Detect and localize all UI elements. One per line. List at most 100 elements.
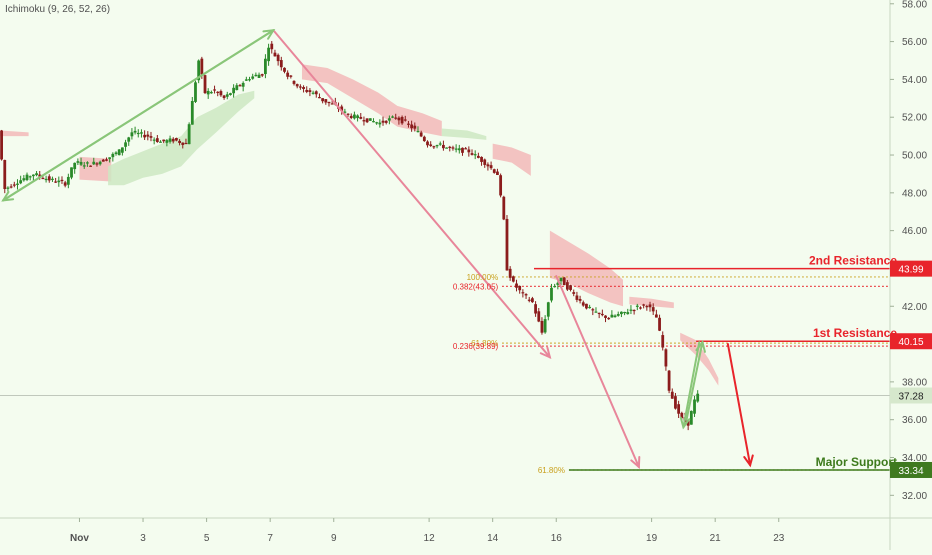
candle-body — [686, 419, 690, 426]
candle-body — [44, 178, 48, 181]
candle-body — [219, 91, 223, 96]
candle-body — [114, 152, 118, 154]
candle-body — [6, 187, 10, 189]
candle-body — [693, 399, 696, 414]
candle-body — [381, 120, 385, 123]
projection-arrows — [1, 29, 754, 470]
level-name: 1st Resistance — [813, 326, 897, 340]
candle-body — [461, 147, 464, 153]
candle-body — [680, 412, 684, 419]
candle-body — [286, 72, 290, 77]
candle-body — [604, 315, 607, 318]
candle-body — [524, 294, 528, 296]
cloud-red — [629, 296, 674, 309]
projection-arrow-line — [682, 341, 701, 429]
candle-body — [384, 120, 388, 123]
candle-body — [486, 164, 490, 167]
candle-body — [197, 60, 201, 81]
candle-body — [73, 162, 77, 170]
candle-body — [270, 43, 274, 50]
candle-body — [143, 134, 147, 138]
candle-body — [422, 136, 426, 142]
projection-arrow-head — [679, 416, 691, 430]
cloud-green — [108, 90, 255, 186]
candle-body — [321, 98, 325, 102]
candle-body — [311, 92, 315, 94]
candle-body — [133, 130, 137, 133]
fib-level-label: 61.80% — [471, 339, 498, 348]
candle-body — [0, 130, 3, 160]
candle-body — [327, 101, 331, 104]
projection-arrow-line — [726, 343, 752, 467]
candle-body — [264, 58, 267, 75]
candle-body — [330, 103, 334, 105]
candle-body — [276, 54, 280, 62]
candle-body — [435, 145, 439, 147]
candle-body — [616, 314, 620, 316]
candle-body — [162, 139, 166, 142]
y-tick-label: 42.00 — [902, 302, 927, 313]
candle-body — [407, 123, 410, 125]
candle-body — [432, 146, 436, 148]
candle-body — [41, 177, 45, 180]
time-axis[interactable]: Nov 3 5 7 9 12 14 16 19 21 23 — [70, 518, 785, 544]
candle-body — [117, 149, 121, 156]
candle-body — [130, 132, 134, 137]
candle-body — [194, 82, 197, 102]
y-tick-label: 48.00 — [902, 188, 927, 199]
candle-body — [454, 148, 458, 150]
x-tick-label: 14 — [487, 533, 499, 544]
candle-body — [279, 60, 283, 68]
candle-body — [209, 92, 213, 94]
candle-body — [35, 173, 38, 176]
candle-body — [540, 320, 544, 333]
candle-body — [661, 335, 665, 348]
candle-body — [111, 153, 115, 158]
price-tag-bg — [890, 333, 932, 350]
candle-body — [108, 157, 112, 159]
candle-body — [298, 86, 302, 88]
candle-body — [19, 180, 23, 184]
candle-body — [292, 80, 296, 84]
y-tick-label: 50.00 — [902, 151, 927, 162]
candle-body — [66, 176, 70, 185]
candle-body — [527, 299, 531, 301]
candle-body — [305, 89, 309, 92]
candle-body — [403, 119, 407, 121]
candle-body — [346, 113, 350, 115]
candle-body — [426, 141, 429, 146]
candle-body — [70, 167, 73, 178]
candle-body — [632, 309, 636, 312]
x-tick-label: 19 — [646, 533, 658, 544]
candle-body — [496, 171, 499, 176]
candle-body — [232, 87, 236, 94]
projection-arrow-head — [695, 339, 706, 353]
price-series — [0, 41, 700, 431]
candle-body — [238, 85, 242, 87]
candle-body — [378, 122, 382, 125]
candle-body — [696, 393, 700, 402]
candle-body — [302, 87, 305, 89]
candle-body — [537, 311, 541, 322]
x-tick-label: 12 — [424, 533, 436, 544]
candle-body — [585, 303, 588, 309]
candle-body — [623, 311, 626, 314]
y-tick-label: 58.00 — [902, 0, 927, 10]
candle-body — [3, 160, 7, 190]
candle-body — [124, 142, 127, 147]
candle-body — [515, 283, 518, 288]
x-tick-label: 9 — [331, 533, 337, 544]
candle-body — [63, 182, 67, 186]
level-name: Major Support — [816, 455, 897, 469]
candle-body — [531, 298, 534, 303]
candle-body — [508, 268, 512, 278]
candle-body — [229, 93, 232, 95]
candle-body — [82, 165, 86, 167]
candle-body — [620, 311, 623, 315]
candle-body — [559, 277, 563, 282]
indicator-label[interactable]: Ichimoku (9, 26, 52, 26) — [5, 4, 111, 15]
projection-arrow-line — [555, 275, 640, 468]
x-tick-label: 16 — [551, 533, 563, 544]
